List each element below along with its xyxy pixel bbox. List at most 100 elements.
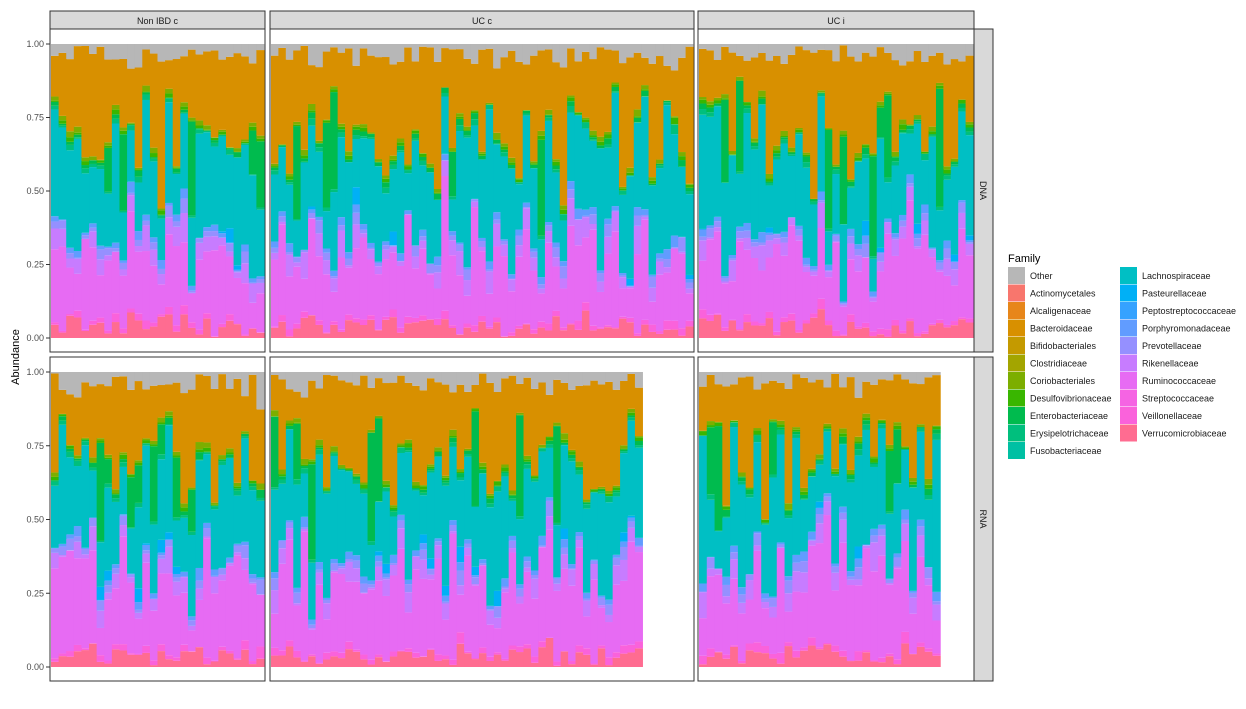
bar-segment — [663, 321, 671, 330]
bar-segment — [412, 550, 420, 556]
bar-segment — [531, 479, 539, 481]
bar-segment — [442, 483, 450, 486]
bar-segment — [508, 169, 516, 275]
bar-segment — [127, 574, 135, 575]
bar-segment — [932, 372, 940, 375]
bar-segment — [893, 484, 901, 554]
bar-segment — [766, 240, 774, 257]
bar-segment — [382, 573, 390, 577]
bar-segment — [909, 598, 917, 614]
legend-label: Clostridiaceae — [1030, 359, 1087, 369]
bar-segment — [921, 213, 929, 220]
bar-segment — [501, 464, 509, 467]
bar-segment — [626, 57, 634, 167]
bar-segment — [943, 325, 951, 327]
bar-segment — [286, 174, 294, 177]
bar-segment — [605, 665, 613, 667]
bar-segment — [951, 325, 959, 338]
bar-segment — [901, 632, 909, 644]
bar-segment — [906, 61, 914, 124]
bar-segment — [81, 239, 89, 330]
bar-segment — [218, 233, 226, 237]
bar-segment — [352, 322, 360, 338]
legend-swatch — [1120, 320, 1137, 337]
bar-segment — [188, 293, 196, 294]
bar-segment — [405, 648, 413, 652]
bar-segment — [560, 210, 568, 214]
bar-segment — [951, 161, 959, 162]
bar-segment — [583, 593, 591, 599]
bar-segment — [74, 135, 82, 138]
bar-segment — [173, 383, 181, 452]
bar-segment — [456, 49, 464, 113]
bar-segment — [706, 238, 714, 240]
bar-segment — [389, 64, 397, 155]
bar-segment — [634, 118, 642, 122]
bar-segment — [434, 447, 442, 450]
bar-segment — [509, 650, 517, 667]
bar-segment — [180, 305, 188, 314]
bar-segment — [714, 106, 722, 107]
bar-segment — [478, 241, 486, 247]
bar-segment — [286, 426, 294, 429]
bar-segment — [457, 585, 465, 594]
bar-segment — [419, 165, 427, 229]
bar-segment — [256, 580, 264, 595]
bar-segment — [316, 388, 324, 439]
bar-segment — [196, 589, 204, 600]
bar-segment — [758, 243, 766, 246]
bar-segment — [773, 244, 781, 332]
bar-segment — [678, 237, 686, 252]
bar-segment — [901, 520, 909, 524]
bar-segment — [825, 277, 833, 320]
bar-segment — [256, 139, 264, 142]
bar-segment — [847, 585, 855, 660]
bar-segment — [427, 469, 435, 471]
bar-segment — [899, 124, 907, 130]
bar-segment — [538, 546, 546, 547]
bar-segment — [81, 558, 89, 648]
bar-segment — [901, 447, 909, 449]
bar-segment — [330, 572, 338, 651]
bar-segment — [397, 328, 405, 333]
bar-segment — [382, 182, 390, 187]
bar-segment — [531, 575, 539, 579]
bar-segment — [203, 313, 211, 318]
bar-segment — [471, 119, 479, 125]
bar-segment — [738, 663, 746, 667]
bar-segment — [777, 542, 785, 544]
bar-segment — [929, 324, 937, 325]
bar-segment — [412, 322, 420, 338]
bar-segment — [97, 259, 105, 275]
bar-segment — [810, 199, 818, 200]
bar-segment — [180, 593, 188, 645]
legend-swatch — [1120, 337, 1137, 354]
bar-segment — [486, 271, 494, 293]
bar-segment — [605, 502, 613, 599]
bar-segment — [766, 312, 774, 318]
legend-swatch — [1120, 267, 1137, 284]
bar-segment — [457, 644, 465, 667]
bar-segment — [308, 207, 316, 210]
bar-segment — [531, 476, 539, 477]
bar-segment — [803, 272, 811, 320]
bar-segment — [323, 52, 331, 120]
bar-segment — [780, 144, 788, 232]
bar-segment — [785, 389, 793, 503]
bar-segment — [501, 467, 509, 471]
legend-label: Veillonellaceae — [1142, 411, 1202, 421]
bar-segment — [589, 135, 597, 137]
bar-segment — [59, 229, 67, 247]
bar-segment — [746, 497, 754, 574]
bar-segment — [509, 496, 517, 499]
bar-segment — [743, 102, 751, 105]
bar-segment — [308, 213, 316, 218]
bar-segment — [158, 317, 166, 338]
bar-segment — [97, 438, 105, 440]
bar-segment — [158, 644, 166, 651]
bar-segment — [494, 655, 502, 667]
bar-segment — [516, 604, 524, 647]
bar-segment — [338, 465, 346, 467]
bar-segment — [74, 461, 82, 466]
bar-segment — [323, 598, 331, 600]
